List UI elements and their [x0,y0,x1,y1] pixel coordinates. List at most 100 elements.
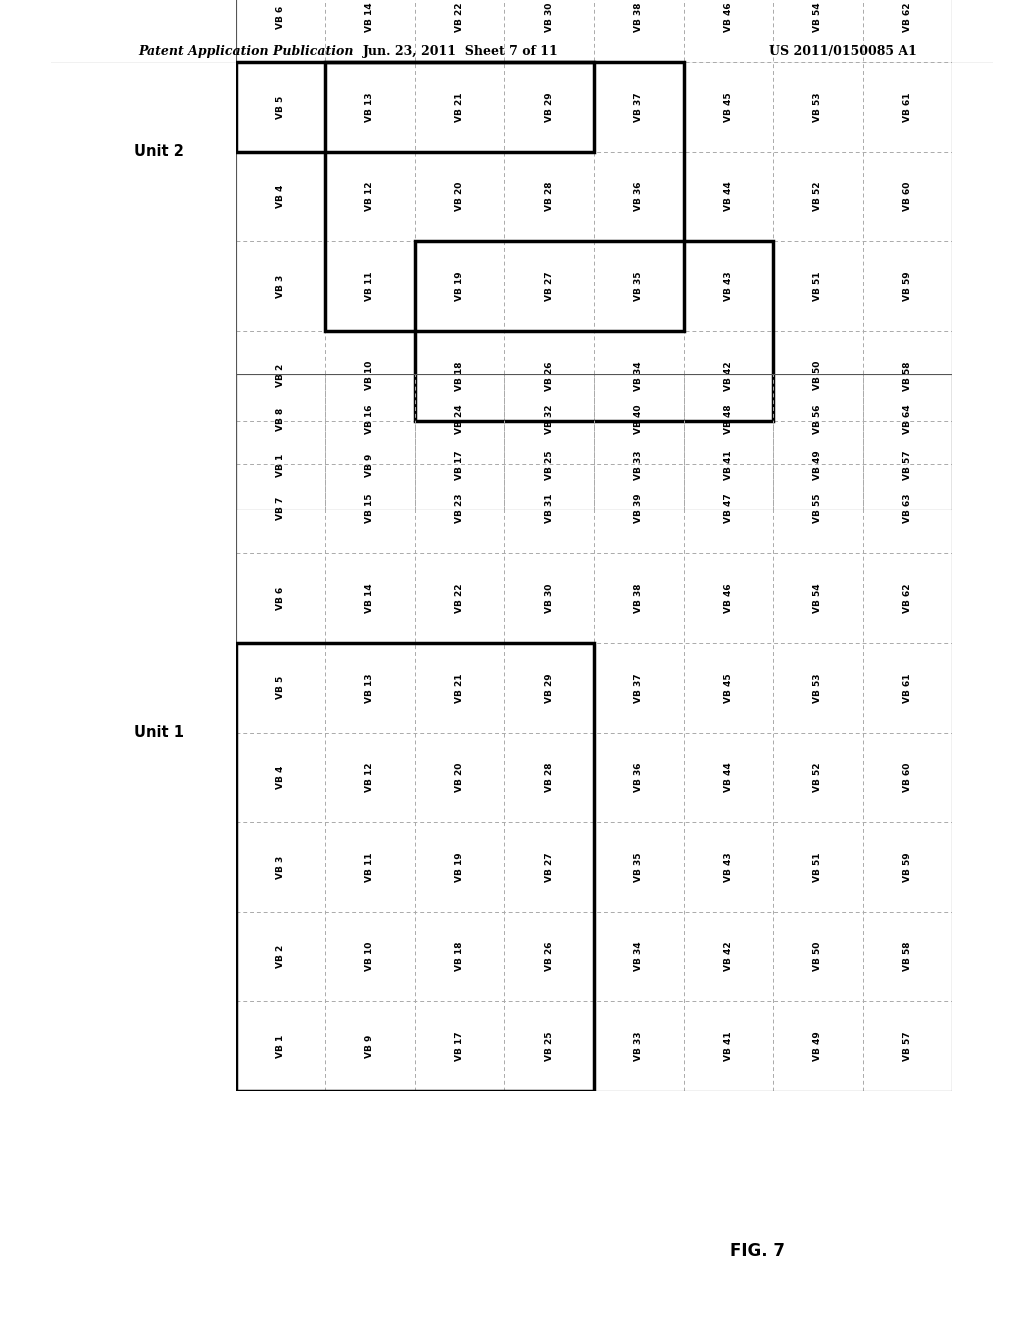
Text: VB 38: VB 38 [634,3,643,32]
Text: VB 41: VB 41 [724,1031,733,1061]
Text: VB 32: VB 32 [545,404,554,434]
Text: VB 38: VB 38 [634,583,643,612]
Text: VB 46: VB 46 [724,3,733,32]
Text: VB 18: VB 18 [455,362,464,391]
Text: VB 53: VB 53 [813,92,822,121]
Text: VB 25: VB 25 [545,450,554,480]
Text: VB 33: VB 33 [634,1031,643,1061]
Text: VB 51: VB 51 [813,853,822,882]
Text: VB 41: VB 41 [724,450,733,480]
Text: VB 3: VB 3 [275,275,285,298]
Text: VB 35: VB 35 [634,272,643,301]
Bar [415,242,773,421]
Text: VB 11: VB 11 [366,272,375,301]
Text: VB 60: VB 60 [903,763,912,792]
Text: VB 6: VB 6 [275,5,285,29]
Text: VB 30: VB 30 [545,3,554,32]
Text: VB 16: VB 16 [366,404,375,434]
Text: VB 2: VB 2 [275,364,285,388]
Text: VB 17: VB 17 [455,450,464,480]
Text: VB 49: VB 49 [813,1031,822,1061]
Text: VB 10: VB 10 [366,942,375,972]
Text: VB 6: VB 6 [275,586,285,610]
Text: VB 22: VB 22 [455,3,464,32]
Text: VB 9: VB 9 [366,454,375,477]
Text: VB 28: VB 28 [545,763,554,792]
Text: VB 44: VB 44 [724,763,733,792]
Text: VB 8: VB 8 [275,408,285,430]
Text: VB 57: VB 57 [903,450,912,480]
Text: VB 2: VB 2 [275,945,285,969]
Text: VB 7: VB 7 [275,496,285,520]
Text: VB 42: VB 42 [724,360,733,391]
Text: VB 47: VB 47 [724,494,733,524]
Text: VB 3: VB 3 [275,855,285,879]
Text: Jun. 23, 2011  Sheet 7 of 11: Jun. 23, 2011 Sheet 7 of 11 [362,45,559,58]
Text: VB 14: VB 14 [366,3,375,32]
Text: VB 11: VB 11 [366,853,375,882]
Text: VB 55: VB 55 [813,494,822,523]
Text: VB 42: VB 42 [724,941,733,972]
Text: VB 1: VB 1 [275,454,285,477]
Text: VB 46: VB 46 [724,583,733,612]
Text: VB 29: VB 29 [545,673,554,702]
Text: VB 58: VB 58 [903,362,912,391]
Text: VB 59: VB 59 [903,272,912,301]
Text: VB 31: VB 31 [545,494,554,523]
Text: VB 36: VB 36 [634,182,643,211]
Text: VB 17: VB 17 [455,1031,464,1061]
Text: VB 53: VB 53 [813,673,822,702]
Text: VB 62: VB 62 [903,3,912,32]
Text: VB 12: VB 12 [366,182,375,211]
Text: VB 14: VB 14 [366,583,375,612]
Text: VB 64: VB 64 [903,404,912,434]
Text: VB 5: VB 5 [275,95,285,119]
Text: US 2011/0150085 A1: US 2011/0150085 A1 [769,45,916,58]
Text: VB 19: VB 19 [455,272,464,301]
Text: VB 58: VB 58 [903,942,912,972]
Text: VB 39: VB 39 [634,494,643,524]
Text: VB 10: VB 10 [366,362,375,391]
Text: VB 26: VB 26 [545,362,554,391]
Text: VB 22: VB 22 [455,583,464,612]
Text: VB 23: VB 23 [455,494,464,523]
Text: VB 20: VB 20 [455,182,464,211]
Text: VB 60: VB 60 [903,182,912,211]
Text: VB 44: VB 44 [724,182,733,211]
Text: VB 20: VB 20 [455,763,464,792]
Text: VB 40: VB 40 [634,404,643,434]
Bar [326,62,684,331]
Text: FIG. 7: FIG. 7 [730,1242,785,1261]
Text: VB 59: VB 59 [903,853,912,882]
Text: VB 26: VB 26 [545,942,554,972]
Text: VB 63: VB 63 [903,494,912,523]
Text: VB 28: VB 28 [545,182,554,211]
Text: VB 13: VB 13 [366,92,375,121]
Text: VB 36: VB 36 [634,763,643,792]
Text: VB 30: VB 30 [545,583,554,612]
Text: VB 5: VB 5 [275,676,285,700]
Text: VB 43: VB 43 [724,272,733,301]
Text: VB 52: VB 52 [813,182,822,211]
Bar [236,62,594,152]
Text: VB 12: VB 12 [366,763,375,792]
Text: VB 9: VB 9 [366,1035,375,1057]
Text: VB 15: VB 15 [366,494,375,523]
Text: Unit 1: Unit 1 [134,725,183,741]
Text: VB 13: VB 13 [366,673,375,702]
Text: VB 43: VB 43 [724,853,733,882]
Text: VB 21: VB 21 [455,673,464,702]
Text: VB 24: VB 24 [455,404,464,434]
Text: VB 21: VB 21 [455,92,464,121]
Text: VB 45: VB 45 [724,92,733,121]
Text: VB 4: VB 4 [275,766,285,789]
Text: VB 35: VB 35 [634,853,643,882]
Text: VB 19: VB 19 [455,853,464,882]
Text: VB 52: VB 52 [813,763,822,792]
Text: VB 62: VB 62 [903,583,912,612]
Text: VB 49: VB 49 [813,450,822,480]
Text: VB 54: VB 54 [813,3,822,32]
Text: VB 33: VB 33 [634,450,643,480]
Text: VB 51: VB 51 [813,272,822,301]
Text: VB 61: VB 61 [903,673,912,702]
